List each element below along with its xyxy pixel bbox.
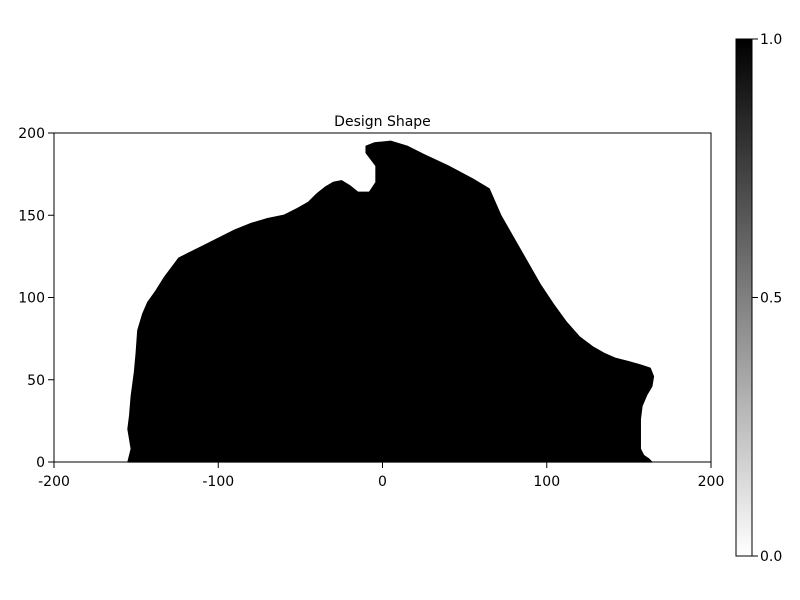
chart-title: Design Shape xyxy=(334,114,431,130)
x-tick-label: -100 xyxy=(202,474,234,490)
y-tick-label: 100 xyxy=(18,291,45,307)
colorbar-tick-label: 0.5 xyxy=(760,291,782,307)
y-tick-label: 0 xyxy=(36,455,45,471)
x-tick-label: 100 xyxy=(533,474,560,490)
x-tick-label: 200 xyxy=(698,474,725,490)
y-tick-label: 200 xyxy=(18,126,45,142)
x-axis: -200 -100 0 100 200 xyxy=(38,462,724,490)
x-tick-label: 0 xyxy=(378,474,387,490)
colorbar-gradient xyxy=(735,38,753,557)
x-tick-label: -200 xyxy=(38,474,70,490)
y-tick-label: 150 xyxy=(18,208,45,224)
y-tick-label: 50 xyxy=(27,373,45,389)
y-axis: 0 50 100 150 200 xyxy=(18,126,54,471)
colorbar-tick-label: 0.0 xyxy=(760,549,782,565)
colorbar: 0.0 0.5 1.0 xyxy=(735,32,782,565)
plot-area xyxy=(53,132,712,463)
design-shape-region xyxy=(127,140,655,463)
colorbar-tick-label: 1.0 xyxy=(760,32,782,48)
colorbar-axis: 0.0 0.5 1.0 xyxy=(752,32,782,565)
